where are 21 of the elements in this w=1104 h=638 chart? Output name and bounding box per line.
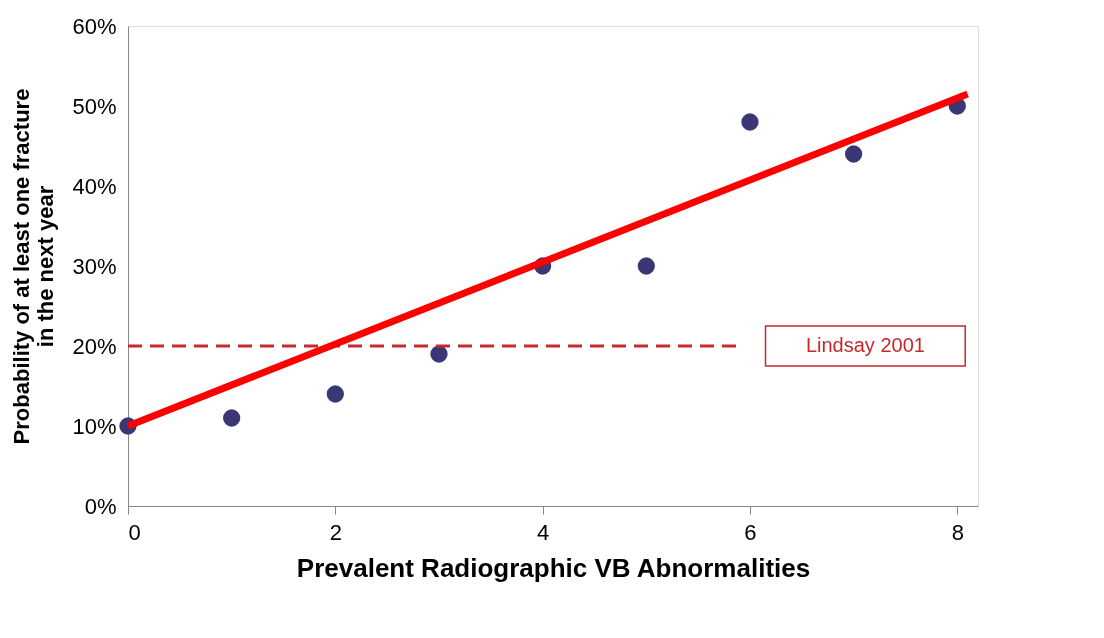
y-tick-label: 20% xyxy=(72,333,117,359)
point xyxy=(844,145,863,163)
x-tick-label: 6 xyxy=(744,519,757,545)
y-tick-label: 60% xyxy=(72,13,117,39)
point xyxy=(223,409,241,427)
y-axis-title: Probability of at least one fracture in the next year xyxy=(9,88,59,445)
point xyxy=(326,385,344,403)
point xyxy=(637,257,655,275)
y-tick-label: 40% xyxy=(72,173,117,199)
y-tick-label: 30% xyxy=(72,253,117,279)
ref-line-label: Lindsay 2001 xyxy=(805,334,925,356)
y-tick-label: 50% xyxy=(72,93,117,119)
y-tick-label: 0% xyxy=(84,493,117,519)
point xyxy=(741,113,759,131)
x-axis-title: Prevalent Radiographic VB Abnormalities xyxy=(296,552,811,583)
x-tick-label: 2 xyxy=(329,519,342,545)
x-tick-label: 8 xyxy=(951,519,964,545)
x-tick-label: 0 xyxy=(128,519,141,545)
point xyxy=(430,345,448,363)
y-tick-label: 10% xyxy=(72,413,117,439)
x-tick-label: 4 xyxy=(537,519,550,545)
